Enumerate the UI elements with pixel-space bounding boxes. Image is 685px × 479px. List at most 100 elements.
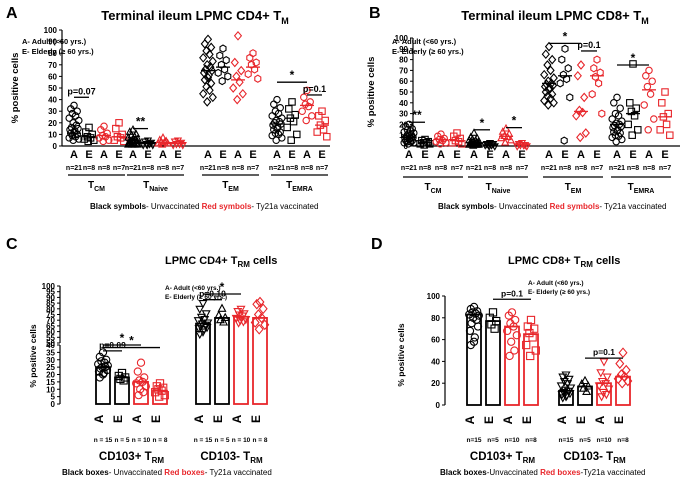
category-label: A — [303, 149, 311, 161]
data-point — [490, 143, 499, 151]
data-point — [509, 322, 518, 331]
y-axis-label: % positive cells — [10, 53, 21, 124]
n-label: n=7 — [316, 165, 328, 172]
data-point — [155, 392, 164, 401]
data-point — [630, 112, 639, 120]
n-label: n=8 — [142, 165, 154, 172]
category-label: A — [92, 414, 106, 423]
data-point — [215, 314, 225, 324]
chart-title: Terminal ileum LPMC CD4+ TM — [101, 8, 289, 26]
y-tick-label: 95 — [46, 288, 55, 297]
category-label: E — [486, 149, 493, 161]
n-label: n=21 — [200, 165, 216, 172]
data-point — [214, 68, 222, 78]
data-point — [178, 142, 187, 150]
data-point — [490, 324, 499, 333]
data-point — [560, 136, 568, 145]
data-point — [233, 30, 243, 41]
group-label: TNaive — [143, 180, 168, 193]
category-label: A — [100, 149, 108, 161]
data-point — [549, 97, 558, 108]
data-point — [546, 65, 555, 76]
y-tick-label: 70 — [46, 316, 55, 325]
legend-text: E- Elderly (≥ 60 yrs.) — [392, 47, 464, 56]
category-label: E — [288, 149, 295, 161]
data-point — [540, 69, 549, 80]
data-point — [563, 74, 571, 84]
data-point — [132, 379, 141, 388]
n-label: n=8 — [286, 165, 298, 172]
data-point — [224, 72, 232, 81]
data-point — [548, 54, 557, 65]
category-label: A — [577, 149, 585, 161]
data-point — [298, 107, 306, 115]
data-point — [580, 92, 589, 103]
y-tick-label: 0 — [53, 142, 58, 151]
legend-text: E- Elderly (≥ 60 yrs.) — [165, 294, 227, 301]
y-axis-label: % positive cells — [396, 323, 406, 387]
n-label: n=21 — [609, 165, 625, 172]
y-tick-label: 100 — [427, 292, 441, 301]
panel-letter: C — [6, 236, 18, 253]
bar — [214, 317, 230, 405]
category-label: A — [230, 414, 244, 423]
data-point — [105, 136, 113, 144]
data-point — [426, 140, 434, 148]
n-label: n=8 — [419, 165, 431, 172]
data-point — [410, 129, 418, 137]
data-point — [119, 376, 128, 385]
data-point — [522, 143, 531, 151]
legend-text: E- Elderly (≥ 60 yrs.) — [528, 289, 590, 296]
data-point — [293, 130, 301, 139]
panel-C: C LPMC CD4+ TRM cells A- Adult (<60 yrs.) E… — [6, 236, 277, 477]
data-point — [643, 82, 652, 91]
data-point — [650, 115, 658, 123]
bar — [485, 320, 501, 406]
n-label: n=8 — [435, 165, 447, 172]
n-label: n = 5 — [215, 437, 230, 444]
data-point — [645, 66, 653, 75]
data-point — [629, 60, 637, 68]
data-point — [582, 386, 592, 395]
category-label: A — [437, 149, 445, 161]
group-label: TNaive — [486, 182, 511, 195]
significance-label: p=0.1 — [577, 40, 600, 50]
data-point — [95, 373, 104, 382]
legend-text: A- Adult (<60 yrs.) — [392, 37, 457, 46]
data-point — [613, 93, 621, 102]
y-tick-label: 25 — [46, 363, 55, 372]
data-point — [506, 135, 515, 144]
y-tick-label: 60 — [46, 328, 55, 337]
data-point — [470, 333, 479, 342]
data-point — [234, 319, 244, 328]
y-tick-label: 10 — [48, 130, 57, 139]
data-point — [203, 319, 213, 328]
data-point — [566, 93, 574, 102]
significance-label: * — [120, 331, 125, 345]
data-point — [602, 373, 612, 382]
category-label: E — [612, 416, 626, 424]
data-point — [65, 114, 73, 122]
data-point — [315, 112, 323, 120]
y-tick-label: 15 — [46, 378, 55, 387]
data-point — [237, 65, 246, 76]
data-point — [590, 64, 598, 73]
group-label: TCM — [425, 182, 442, 195]
y-tick-label: 0 — [51, 400, 56, 409]
category-label: E — [574, 416, 588, 424]
category-label: E — [518, 149, 525, 161]
data-point — [558, 394, 568, 403]
data-point — [541, 87, 550, 97]
data-point — [217, 303, 227, 312]
data-point — [559, 377, 569, 387]
significance-label: * — [290, 68, 295, 82]
data-point — [658, 99, 666, 107]
chart-title: LPMC CD8+ TRM cells — [508, 255, 620, 269]
category-label: A — [463, 415, 477, 424]
n-label: n=21 — [401, 165, 417, 172]
data-point — [583, 381, 593, 390]
bar — [233, 315, 249, 405]
data-point — [303, 86, 311, 95]
y-tick-label: 50 — [399, 88, 408, 97]
category-label: E — [520, 416, 534, 424]
